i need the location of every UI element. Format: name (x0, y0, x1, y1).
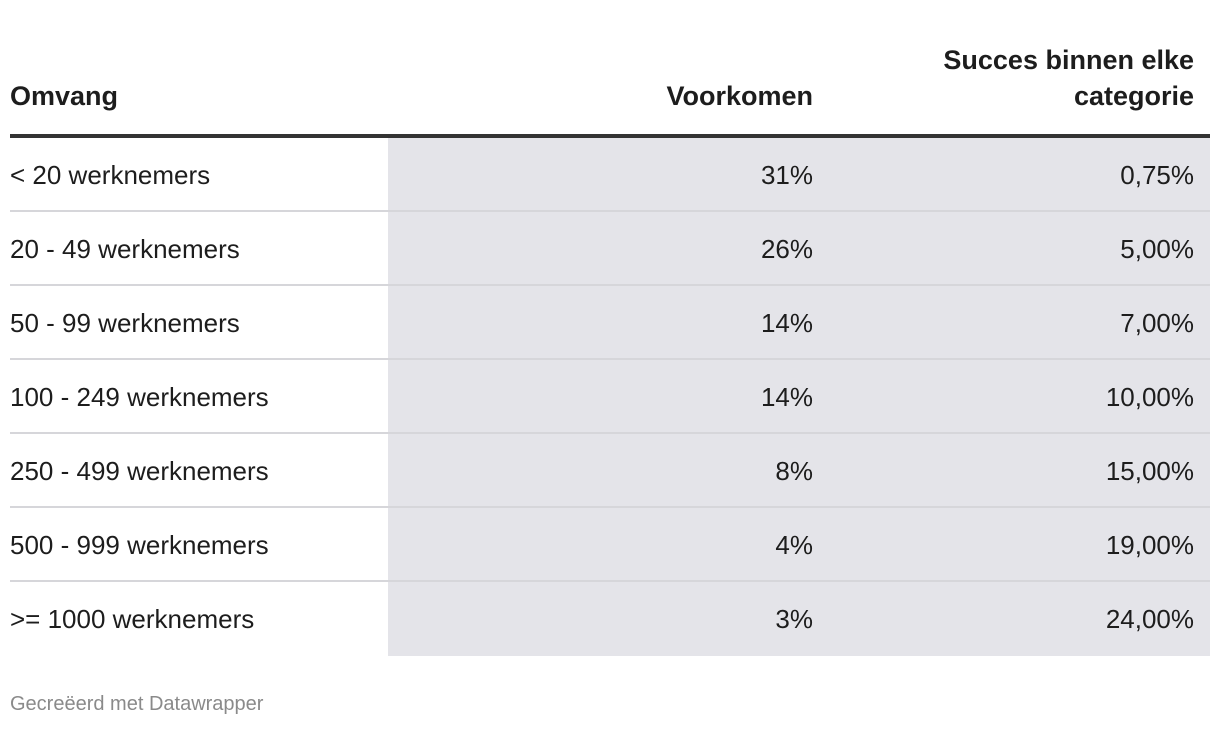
table-row: 100 - 249 werknemers 14% 10,00% (10, 360, 1210, 434)
cell-voorkomen: 4% (775, 530, 813, 560)
header-succes[interactable]: Succes binnen elke categorie (894, 42, 1194, 114)
table-row: >= 1000 werknemers 3% 24,00% (10, 582, 1210, 656)
cell-succes: 7,00% (1120, 308, 1194, 338)
cell-voorkomen: 26% (760, 234, 813, 264)
header-omvang[interactable]: Omvang (10, 81, 119, 111)
shaded-column-background (388, 212, 1210, 284)
header-succes-line1: Succes binnen elke (943, 45, 1194, 75)
table-row: 250 - 499 werknemers 8% 15,00% (10, 434, 1210, 508)
table-row: 500 - 999 werknemers 4% 19,00% (10, 508, 1210, 582)
data-table: Omvang Voorkomen Succes binnen elke cate… (10, 0, 1210, 656)
cell-omvang: < 20 werknemers (10, 160, 211, 190)
datawrapper-credit[interactable]: Gecreëerd met Datawrapper (10, 693, 264, 715)
shaded-column-background (388, 434, 1210, 506)
cell-succes: 5,00% (1120, 234, 1194, 264)
cell-voorkomen: 31% (760, 160, 813, 190)
cell-omvang: >= 1000 werknemers (10, 604, 255, 634)
cell-omvang: 100 - 249 werknemers (10, 382, 269, 412)
cell-voorkomen: 3% (775, 604, 813, 634)
cell-voorkomen: 8% (775, 456, 813, 486)
cell-succes: 0,75% (1120, 160, 1194, 190)
cell-omvang: 500 - 999 werknemers (10, 530, 269, 560)
header-succes-line2: categorie (1073, 81, 1194, 111)
shaded-column-background (388, 286, 1210, 358)
table-row: 20 - 49 werknemers 26% 5,00% (10, 212, 1210, 286)
header-voorkomen[interactable]: Voorkomen (666, 81, 813, 111)
cell-voorkomen: 14% (760, 382, 813, 412)
table-body: < 20 werknemers 31% 0,75% 20 - 49 werknemer… (10, 138, 1210, 656)
cell-succes: 24,00% (1105, 604, 1194, 634)
table-header: Omvang Voorkomen Succes binnen elke cate… (10, 0, 1210, 138)
table-row: < 20 werknemers 31% 0,75% (10, 138, 1210, 212)
cell-omvang: 50 - 99 werknemers (10, 308, 240, 338)
cell-succes: 19,00% (1105, 530, 1194, 560)
cell-omvang: 250 - 499 werknemers (10, 456, 269, 486)
shaded-column-background (388, 360, 1210, 432)
cell-voorkomen: 14% (760, 308, 813, 338)
shaded-column-background (388, 508, 1210, 580)
cell-succes: 10,00% (1105, 382, 1194, 412)
table-row: 50 - 99 werknemers 14% 7,00% (10, 286, 1210, 360)
cell-omvang: 20 - 49 werknemers (10, 234, 240, 264)
cell-succes: 15,00% (1105, 456, 1194, 486)
shaded-column-background (388, 582, 1210, 656)
shaded-column-background (388, 138, 1210, 210)
